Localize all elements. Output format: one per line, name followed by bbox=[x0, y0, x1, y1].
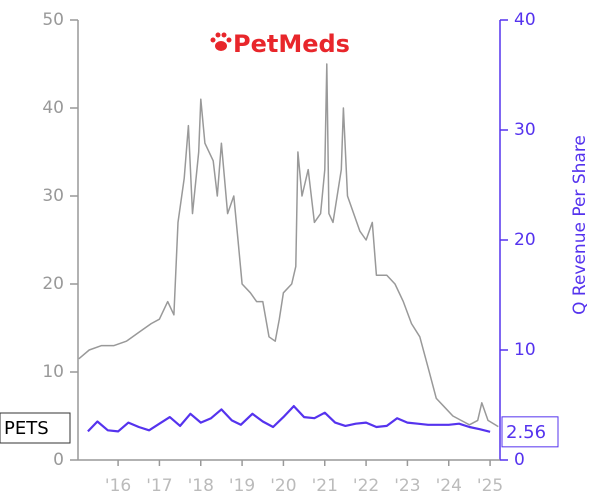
x-tick-label: '21 bbox=[312, 476, 338, 496]
x-tick-label: '17 bbox=[146, 476, 172, 496]
y2-tick-label: 20 bbox=[514, 230, 536, 250]
y-tick-label: 30 bbox=[42, 186, 64, 206]
x-tick-label: '20 bbox=[270, 476, 296, 496]
logo-text: PetMeds bbox=[233, 30, 350, 58]
x-tick-label: '24 bbox=[436, 476, 462, 496]
series-line bbox=[87, 405, 491, 433]
y-tick-label: 50 bbox=[42, 10, 64, 30]
y-tick-label: 0 bbox=[53, 450, 64, 470]
last-value-text: 2.56 bbox=[506, 422, 546, 443]
last-value-label: 2.56 bbox=[501, 416, 559, 448]
y2-tick-label: 30 bbox=[514, 120, 536, 140]
x-tick-label: '23 bbox=[394, 476, 420, 496]
x-tick-label: '16 bbox=[105, 476, 131, 496]
series-label-box bbox=[0, 412, 71, 444]
y-tick-label: 10 bbox=[42, 362, 64, 382]
x-tick-label: '18 bbox=[188, 476, 214, 496]
y-tick-label: 40 bbox=[42, 98, 64, 118]
x-tick-label: '22 bbox=[353, 476, 379, 496]
x-tick-label: '19 bbox=[229, 476, 255, 496]
series-label: PETS bbox=[0, 412, 71, 444]
y2-tick-label: 0 bbox=[514, 450, 525, 470]
y2-tick-label: 40 bbox=[514, 10, 536, 30]
series-label-text: PETS bbox=[4, 418, 49, 439]
paw-icon bbox=[210, 32, 232, 51]
last-value-box bbox=[501, 416, 559, 448]
y2-tick-label: 10 bbox=[514, 340, 536, 360]
logo: PetMeds bbox=[210, 30, 350, 58]
y-tick-label: 20 bbox=[42, 274, 64, 294]
y2-axis-label: Q Revenue Per Share bbox=[570, 135, 590, 315]
x-tick-label: '25 bbox=[477, 476, 503, 496]
series-line bbox=[78, 63, 499, 428]
